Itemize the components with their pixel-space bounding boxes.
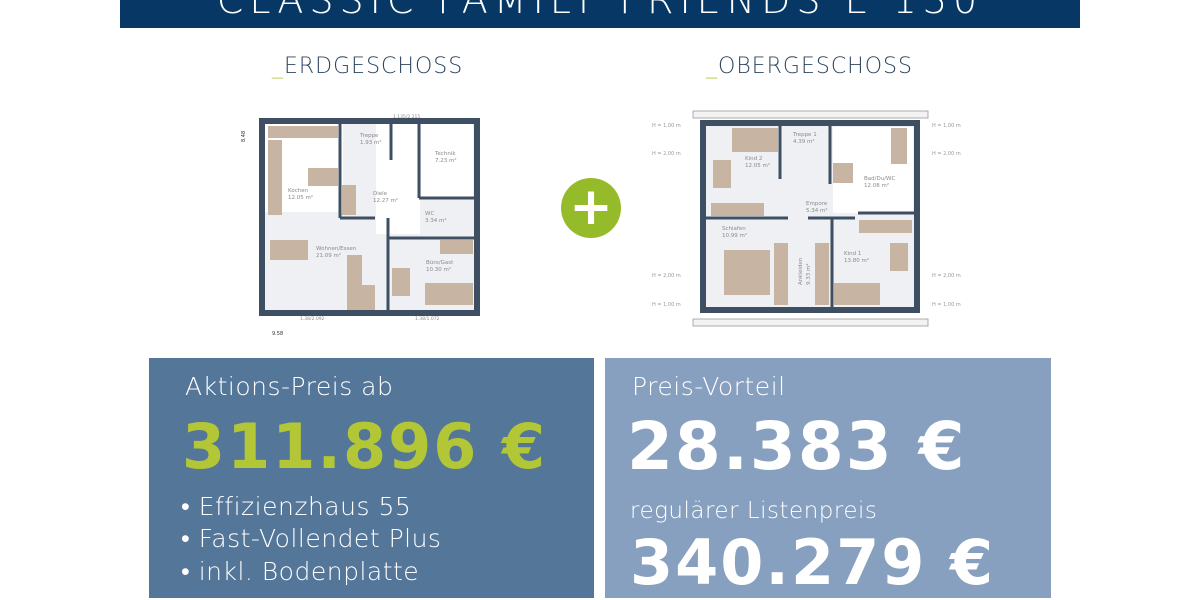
svg-text:Treppe 1: Treppe 1 [792,132,817,138]
svg-text:12.05 m²: 12.05 m² [288,194,313,201]
svg-text:H = 2,00 m: H = 2,00 m [652,151,681,157]
svg-text:Diele: Diele [373,191,388,197]
svg-text:Empore: Empore [806,201,828,207]
upper-floor-plan: Kind 212.05 m² Treppe 14.39 m² Bad/Du/WC… [652,110,961,327]
svg-text:Büro/Gast: Büro/Gast [426,260,454,266]
svg-text:1.93 m²: 1.93 m² [360,139,382,146]
svg-text:Kind 1: Kind 1 [844,251,861,257]
svg-text:1.38/2.092: 1.38/2.092 [300,316,325,322]
svg-text:10.99 m²: 10.99 m² [722,232,747,239]
advantage-amount: 28.383 € [627,408,967,485]
svg-text:12.08 m²: 12.08 m² [864,182,889,189]
title-banner: CLASSIC FAMILY FRIENDS E 130 [120,0,1080,28]
svg-text:H = 1,00 m: H = 1,00 m [652,302,681,308]
svg-text:H = 2,00 m: H = 2,00 m [932,273,961,279]
svg-text:21.09 m²: 21.09 m² [316,252,341,259]
svg-text:H = 2,00 m: H = 2,00 m [652,273,681,279]
offer-price: 311.896 € [182,410,548,483]
svg-text:4.39 m²: 4.39 m² [793,138,815,145]
plus-icon: + [561,178,621,238]
svg-text:Kind 2: Kind 2 [745,156,762,162]
svg-text:1.135/2.215: 1.135/2.215 [393,114,420,120]
upper-floor-title: _OBERGESCHOSS [706,54,913,79]
svg-text:H = 1,00 m: H = 1,00 m [932,302,961,308]
list-price: 340.279 € [630,526,996,599]
feature-item: Effizienzhaus 55 [181,492,411,522]
svg-text:Ankleiden: Ankleiden [798,257,804,285]
house-title: CLASSIC FAMILY FRIENDS E 130 [216,0,984,22]
ground-floor-title: _ERDGESCHOSS [272,54,464,79]
svg-text:Technik: Technik [434,151,456,157]
svg-text:Bad/Du/WC: Bad/Du/WC [864,176,896,182]
svg-text:H = 2,00 m: H = 2,00 m [932,151,961,157]
svg-text:9.58: 9.58 [272,331,283,337]
svg-text:H = 1,00 m: H = 1,00 m [652,123,681,129]
svg-text:13.80 m²: 13.80 m² [844,257,869,264]
feature-item: inkl. Bodenplatte [181,557,419,587]
svg-text:Wohnen/Essen: Wohnen/Essen [316,246,357,252]
svg-text:5.34 m²: 5.34 m² [806,207,828,214]
advantage-label: Preis-Vorteil [632,372,786,401]
svg-text:12.27 m²: 12.27 m² [373,197,398,204]
svg-text:Treppe: Treppe [359,133,379,139]
svg-text:12.05 m²: 12.05 m² [745,162,770,169]
svg-text:Schlafen: Schlafen [722,226,746,232]
svg-text:3.34 m²: 3.34 m² [425,217,447,224]
svg-text:1.38/1.072: 1.38/1.072 [415,316,440,322]
list-price-label: regulärer Listenpreis [630,498,878,524]
offer-label: Aktions-Preis ab [185,372,394,401]
svg-text:WC: WC [425,211,434,217]
svg-text:Kochen: Kochen [288,188,309,194]
svg-text:10.30 m²: 10.30 m² [426,266,451,273]
svg-text:8.48: 8.48 [241,131,247,142]
advantage-box: Preis-Vorteil 28.383 € regulärer Listenp… [605,358,1051,599]
svg-text:9.33 m²: 9.33 m² [805,263,812,285]
offer-box: Aktions-Preis ab 311.896 € Effizienzhaus… [149,358,594,598]
svg-text:7.23 m²: 7.23 m² [435,157,457,164]
svg-text:H = 1,00 m: H = 1,00 m [932,123,961,129]
feature-item: Fast-Vollendet Plus [181,524,441,554]
